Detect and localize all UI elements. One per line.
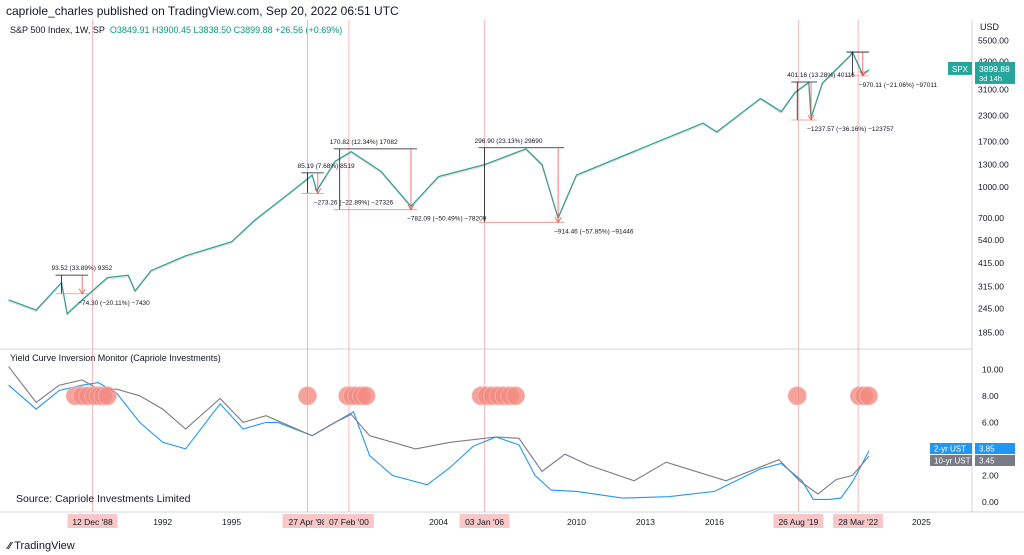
series-name-box (930, 443, 972, 454)
series-name-box (930, 455, 972, 466)
series-value-box (975, 443, 1015, 454)
tradingview-logo: ⁄⁄ TradingView (8, 540, 75, 552)
high-value: H3900.45 (151, 25, 192, 35)
yield-tick-label: 0.00 (982, 497, 999, 507)
time-highlight-box (282, 514, 333, 528)
time-highlight-box (67, 514, 118, 528)
price-tick-label: 1000.00 (978, 182, 1009, 192)
price-tick-label: 1300.00 (978, 160, 1009, 170)
publisher-line: capriole_charles published on TradingVie… (6, 4, 399, 18)
time-highlight-box (323, 514, 374, 528)
inversion-marker (98, 386, 117, 406)
price-tick-label: 315.00 (978, 282, 1004, 292)
measure-arrow (314, 188, 322, 195)
time-tick-label: 28 Mar '22 (838, 517, 878, 527)
yield-tick-label: 6.00 (982, 417, 999, 427)
spx-price-series (8, 50, 870, 315)
measure-arrow (807, 114, 815, 121)
time-tick-label: 03 Jan '06 (465, 517, 504, 527)
time-highlight-box (833, 514, 884, 528)
spx-tag-value-box (975, 61, 1015, 84)
time-tick-label: 1995 (222, 517, 241, 527)
currency-label: USD (980, 22, 1000, 32)
inversion-marker (787, 386, 807, 406)
source-note: Source: Capriole Investments Limited (16, 493, 191, 505)
measure-arrow (407, 204, 415, 211)
series-value-box (975, 455, 1015, 466)
tv-icon: ⁄⁄ (8, 541, 12, 552)
time-tick-label: 12 Dec '88 (72, 517, 113, 527)
spx-tag-symbol-box (948, 61, 972, 75)
time-tick-label: 2004 (429, 517, 448, 527)
measure-drop-label: −1237.57 (−36.16%) −123757 (807, 126, 894, 133)
spx-price-shadow (8, 52, 870, 316)
change-value: +26.56 (+0.69%) (275, 25, 343, 35)
measure-gain-label: 170.82 (12.34%) 17082 (330, 139, 398, 146)
time-tick-label: 26 Aug '19 (778, 517, 818, 527)
spx-tag-countdown: 3d 14h (979, 74, 1002, 83)
time-tick-label: 2010 (567, 517, 586, 527)
price-tick-label: 700.00 (978, 213, 1004, 223)
price-tick-label: 4300.00 (978, 57, 1009, 67)
symbol-legend: S&P 500 Index, 1W, SP O3849.91 H3900.45 … (10, 25, 342, 35)
price-tick-label: 415.00 (978, 258, 1004, 268)
symbol-name: S&P 500 Index, 1W, SP (10, 25, 105, 35)
measure-arrow (554, 217, 562, 224)
measure-arrow (78, 288, 86, 295)
series-name-label: 10-yr UST (934, 457, 971, 466)
spx-tag-symbol: SPX (952, 65, 969, 74)
time-highlight-box (773, 514, 824, 528)
measure-gain-label: 93.52 (33.89%) 9352 (51, 265, 112, 272)
yield-tick-label: 2.00 (982, 470, 999, 480)
measure-drop-label: −970.11 (−21.06%) −97011 (859, 82, 938, 89)
price-tick-label: 2300.00 (978, 110, 1009, 120)
measure-gain-label: 85.19 (7.68%) 8519 (298, 163, 355, 170)
inversion-marker (356, 386, 376, 406)
time-tick-label: 07 Feb '00 (329, 517, 369, 527)
price-tick-label: 245.00 (978, 303, 1004, 313)
measure-arrow (859, 70, 867, 77)
series-value-label: 3.85 (979, 445, 995, 454)
price-tick-label: 185.00 (978, 327, 1004, 337)
price-tick-label: 540.00 (978, 235, 1004, 245)
measure-drop-label: −782.09 (−50.49%) −78209 (407, 216, 487, 223)
time-tick-label: 2016 (705, 517, 724, 527)
price-tick-label: 3100.00 (978, 85, 1009, 95)
price-tick-label: 5500.00 (978, 35, 1009, 45)
inversion-marker (506, 386, 525, 406)
yield-tick-label: 10.00 (982, 364, 1004, 374)
inversion-marker (859, 386, 878, 406)
measure-drop-label: −74.30 (−20.11%) −7430 (78, 300, 150, 307)
spx-tag-value: 3899.88 (979, 64, 1010, 74)
ust-10yr-series (8, 366, 870, 495)
price-tick-label: 1700.00 (978, 136, 1009, 146)
series-name-label: 2-yr UST (934, 445, 966, 454)
ust-2yr-series (8, 382, 870, 500)
inversion-marker (298, 386, 317, 406)
low-value: L3838.50 (193, 25, 232, 35)
measure-gain-label: 296.90 (23.13%) 29690 (475, 138, 543, 145)
indicator-title: Yield Curve Inversion Monitor (Capriole … (10, 353, 221, 363)
close-value: C3899.88 (233, 25, 273, 35)
open-value: O3849.91 (109, 25, 150, 35)
time-highlight-box (459, 514, 510, 528)
time-tick-label: 1992 (153, 517, 172, 527)
series-value-label: 3.45 (979, 457, 995, 466)
yield-tick-label: 8.00 (982, 391, 999, 401)
time-tick-label: 2013 (636, 517, 655, 527)
brand-name: TradingView (14, 540, 75, 552)
measure-gain-label: 401.16 (13.28%) 40116 (787, 72, 855, 79)
time-tick-label: 2025 (912, 517, 931, 527)
time-tick-label: 27 Apr '98 (288, 517, 326, 527)
measure-drop-label: −273.26 (−22.89%) −27326 (314, 199, 394, 206)
measure-drop-label: −914.46 (−57.85%) −91446 (554, 228, 634, 235)
